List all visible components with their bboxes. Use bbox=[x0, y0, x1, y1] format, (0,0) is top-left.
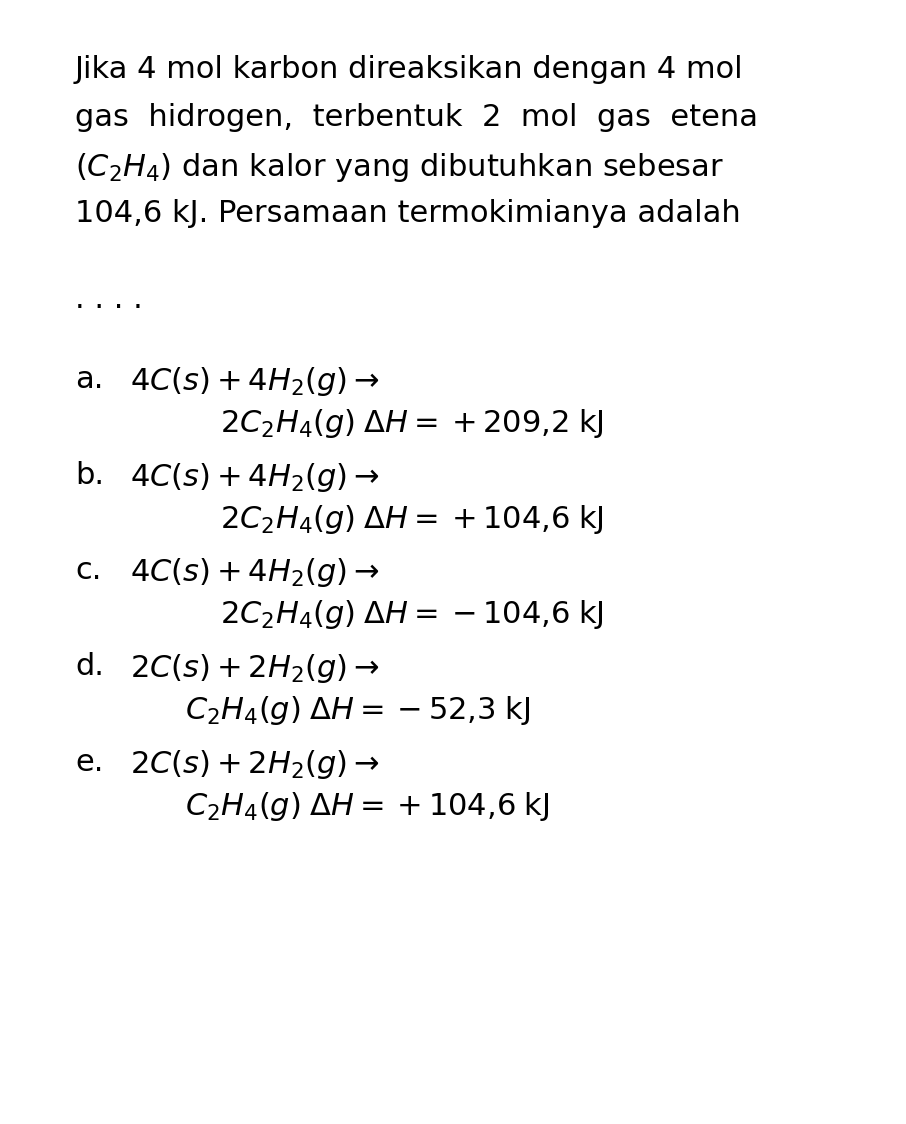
Text: $2C_2H_4(g)\; \Delta H = +209{,}2\; \mathrm{kJ}$: $2C_2H_4(g)\; \Delta H = +209{,}2\; \mat… bbox=[220, 407, 603, 439]
Text: a.: a. bbox=[75, 365, 103, 395]
Text: $C_2H_4(g)\; \Delta H = +104{,}6\; \mathrm{kJ}$: $C_2H_4(g)\; \Delta H = +104{,}6\; \math… bbox=[185, 790, 549, 823]
Text: $2C(s) + 2H_2(g) \rightarrow$: $2C(s) + 2H_2(g) \rightarrow$ bbox=[130, 652, 380, 686]
Text: 104,6 kJ. Persamaan termokimianya adalah: 104,6 kJ. Persamaan termokimianya adalah bbox=[75, 199, 741, 228]
Text: gas  hidrogen,  terbentuk  2  mol  gas  etena: gas hidrogen, terbentuk 2 mol gas etena bbox=[75, 103, 758, 132]
Text: $C_2H_4(g)\; \Delta H = -52{,}3\; \mathrm{kJ}$: $C_2H_4(g)\; \Delta H = -52{,}3\; \mathr… bbox=[185, 695, 530, 727]
Text: d.: d. bbox=[75, 652, 104, 681]
Text: Jika 4 mol karbon direaksikan dengan 4 mol: Jika 4 mol karbon direaksikan dengan 4 m… bbox=[75, 55, 744, 84]
Text: e.: e. bbox=[75, 747, 103, 777]
Text: . . . .: . . . . bbox=[75, 285, 143, 314]
Text: $(C_2H_4)$ dan kalor yang dibutuhkan sebesar: $(C_2H_4)$ dan kalor yang dibutuhkan seb… bbox=[75, 151, 724, 184]
Text: $2C_2H_4(g)\; \Delta H = -104{,}6\; \mathrm{kJ}$: $2C_2H_4(g)\; \Delta H = -104{,}6\; \mat… bbox=[220, 598, 603, 632]
Text: $4C(s) + 4H_2(g) \rightarrow$: $4C(s) + 4H_2(g) \rightarrow$ bbox=[130, 556, 380, 589]
Text: $2C_2H_4(g)\; \Delta H = +104{,}6\; \mathrm{kJ}$: $2C_2H_4(g)\; \Delta H = +104{,}6\; \mat… bbox=[220, 502, 603, 536]
Text: c.: c. bbox=[75, 556, 101, 586]
Text: $4C(s) + 4H_2(g) \rightarrow$: $4C(s) + 4H_2(g) \rightarrow$ bbox=[130, 461, 380, 493]
Text: b.: b. bbox=[75, 461, 104, 490]
Text: $4C(s) + 4H_2(g) \rightarrow$: $4C(s) + 4H_2(g) \rightarrow$ bbox=[130, 365, 380, 398]
Text: $2C(s) + 2H_2(g) \rightarrow$: $2C(s) + 2H_2(g) \rightarrow$ bbox=[130, 747, 380, 781]
